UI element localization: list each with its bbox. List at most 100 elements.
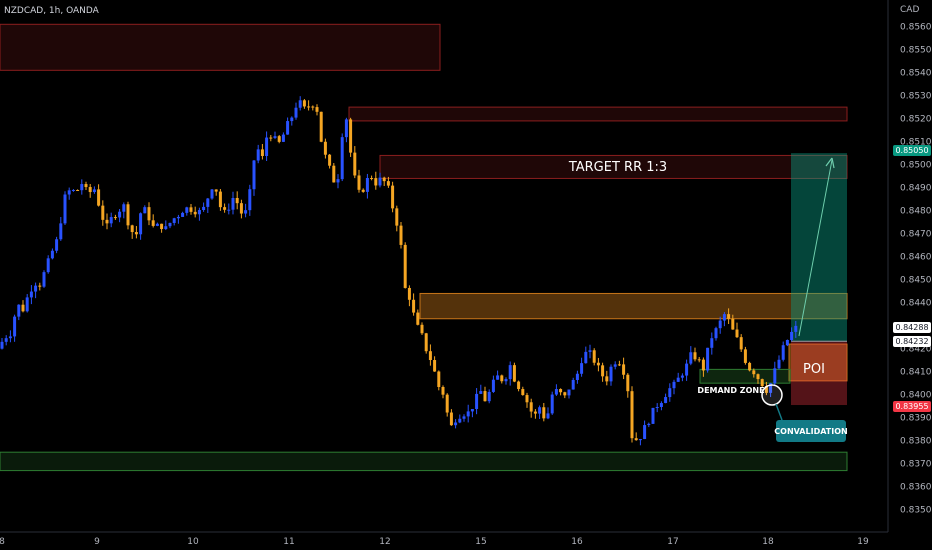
- candle-body: [466, 411, 470, 417]
- candle-body: [588, 350, 592, 352]
- target-price-badge: [893, 145, 931, 156]
- candle-body: [567, 389, 571, 396]
- candle-body: [370, 178, 374, 180]
- candle-body: [596, 362, 600, 366]
- time-tick-label: 17: [667, 537, 678, 547]
- candle-body: [134, 232, 138, 235]
- candle-body: [617, 364, 621, 366]
- candle-body: [454, 422, 458, 426]
- callout-pointer: [775, 403, 783, 421]
- candle-body: [647, 423, 651, 426]
- candle-body: [769, 383, 773, 393]
- candle-body: [533, 411, 537, 414]
- candle-body: [630, 391, 634, 439]
- candle-body: [416, 312, 420, 325]
- candle-body: [172, 218, 176, 223]
- candle-body: [265, 137, 269, 157]
- stop-area[interactable]: [791, 341, 847, 406]
- candle-body: [67, 190, 71, 195]
- candle-body: [105, 219, 109, 224]
- position-tool[interactable]: [791, 153, 847, 406]
- candle-body: [538, 407, 542, 414]
- candle-body: [668, 388, 672, 398]
- candle-body: [353, 152, 357, 176]
- candle-body: [151, 220, 155, 226]
- candle-body: [395, 208, 399, 226]
- candle-body: [176, 216, 180, 219]
- candle-body: [143, 207, 147, 214]
- candle-body: [46, 258, 50, 273]
- candle-body: [714, 328, 718, 339]
- candle-body: [386, 181, 390, 186]
- candle-body: [332, 165, 336, 183]
- candle-body: [55, 239, 59, 251]
- candle-body: [38, 285, 42, 287]
- candle-body: [756, 374, 760, 380]
- demand-zone: [699, 368, 791, 384]
- candle-body: [407, 287, 411, 300]
- candle-body: [491, 379, 495, 392]
- demand-zone-label: DEMAND ZONE: [697, 386, 764, 395]
- candle-body: [147, 207, 151, 221]
- candle-body: [546, 413, 550, 419]
- time-tick-label: 9: [94, 537, 100, 547]
- target-arrowhead: [825, 157, 835, 169]
- candle-body: [622, 364, 626, 375]
- green-zone: [0, 451, 848, 472]
- candle-body: [50, 250, 54, 259]
- candle-body: [273, 136, 277, 139]
- candle-body: [664, 397, 668, 404]
- entry-price-label: 0.84232: [895, 337, 928, 346]
- candle-body: [109, 217, 113, 224]
- candle-body: [374, 178, 378, 186]
- candle-body: [277, 136, 281, 142]
- candle-body: [483, 391, 487, 402]
- candle-body: [227, 209, 231, 211]
- candle-body: [785, 339, 789, 346]
- time-tick-label: 8: [0, 537, 5, 547]
- candle-body: [17, 304, 21, 317]
- candle-body: [634, 438, 638, 441]
- candle-body: [424, 333, 428, 352]
- orange-zone: [419, 292, 848, 320]
- candle-body: [302, 100, 306, 107]
- candle-body: [92, 189, 96, 193]
- candle-body: [706, 347, 710, 371]
- candle-body: [496, 375, 500, 380]
- time-axis[interactable]: 8 9 10 11 12 15 16 17 18 19: [0, 537, 869, 547]
- profit-area[interactable]: [791, 153, 847, 342]
- candle-body: [479, 391, 483, 394]
- candle-body: [752, 370, 756, 375]
- candle-body: [122, 204, 126, 212]
- candle-body: [181, 212, 185, 217]
- candle-body: [319, 111, 323, 142]
- candle-body: [29, 291, 33, 298]
- candle-body: [508, 365, 512, 380]
- candle-body: [689, 352, 693, 364]
- candle-body: [790, 331, 794, 340]
- candle-body: [80, 184, 84, 191]
- candle-body: [718, 320, 722, 329]
- candle-body: [21, 304, 25, 312]
- candle-body: [210, 189, 214, 199]
- candle-body: [743, 349, 747, 363]
- time-tick-label: 11: [283, 537, 294, 547]
- candle-body: [512, 365, 516, 382]
- candle-body: [651, 407, 655, 424]
- candles-layer: [0, 96, 798, 446]
- candle-body: [155, 223, 159, 226]
- candle-body: [193, 211, 197, 215]
- candle-body: [34, 285, 38, 292]
- candle-body: [239, 203, 243, 214]
